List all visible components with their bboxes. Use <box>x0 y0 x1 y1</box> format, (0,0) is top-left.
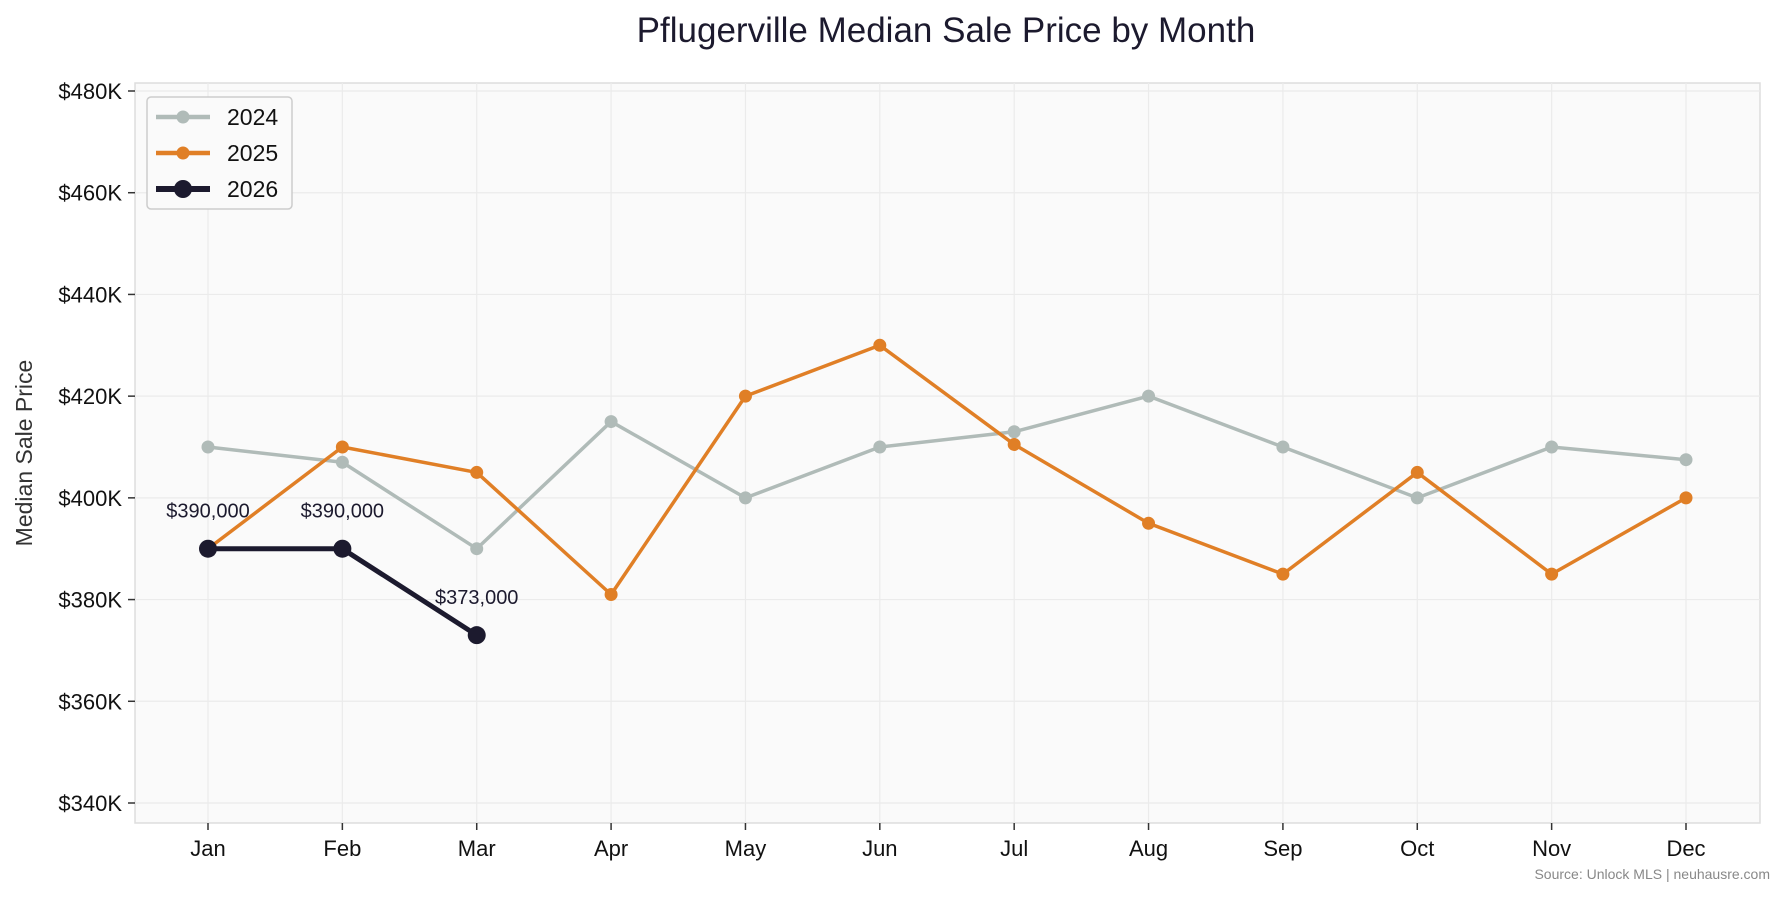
x-tick-label: Sep <box>1263 836 1302 861</box>
y-tick-label: $360K <box>58 689 122 714</box>
x-tick-label: Mar <box>458 836 496 861</box>
data-point-2025 <box>1679 491 1693 505</box>
legend-marker-2025 <box>176 146 190 160</box>
data-point-2025 <box>1410 465 1424 479</box>
chart-title: Pflugerville Median Sale Price by Month <box>637 11 1256 50</box>
data-point-2024 <box>873 440 887 454</box>
data-point-2025 <box>738 389 752 403</box>
series-line-2025 <box>206 343 1687 597</box>
y-tick-label: $480K <box>58 79 122 104</box>
series-group <box>199 338 1693 645</box>
y-tick-label: $420K <box>58 384 122 409</box>
data-point-2026 <box>333 539 352 558</box>
y-axis-label: Median Sale Price <box>11 360 37 547</box>
data-point-2024 <box>1679 453 1693 467</box>
data-point-2024 <box>604 415 618 429</box>
data-point-2026 <box>467 626 486 645</box>
x-tick-label: Nov <box>1532 836 1571 861</box>
legend-label-2024: 2024 <box>227 104 278 130</box>
x-tick-label: Dec <box>1666 836 1705 861</box>
y-tick-label: $460K <box>58 181 122 206</box>
data-label: $390,000 <box>301 501 384 523</box>
source-note: Source: Unlock MLS | neuhausre.com <box>1534 866 1770 882</box>
x-tick-label: Aug <box>1129 836 1168 861</box>
y-tick-label: $440K <box>58 282 122 307</box>
series-2025 <box>201 338 1693 601</box>
data-point-2025 <box>335 440 349 454</box>
y-tick-label: $380K <box>58 588 122 613</box>
data-point-2025 <box>604 587 618 601</box>
data-point-2024 <box>201 440 215 454</box>
annotations: $390,000 $390,000 $373,000 <box>166 501 518 609</box>
data-point-2024 <box>1007 425 1021 439</box>
data-point-2025 <box>1142 516 1156 530</box>
data-point-2024 <box>1410 491 1424 505</box>
x-tick-label: Feb <box>323 836 361 861</box>
series-2026 <box>199 539 486 645</box>
data-point-2026 <box>199 539 217 558</box>
data-point-2024 <box>1142 389 1156 403</box>
data-point-2024 <box>738 491 752 505</box>
data-point-2025 <box>1007 437 1021 451</box>
data-point-2024 <box>470 542 484 556</box>
legend: 2024 2025 2026 <box>146 96 293 210</box>
x-tick-label: May <box>725 836 767 861</box>
legend-marker-2026 <box>174 180 192 198</box>
x-tick-label: Apr <box>594 836 628 861</box>
plot-area <box>134 82 1761 824</box>
y-tick-label: $400K <box>58 486 122 511</box>
x-tick-label: Jan <box>190 836 225 861</box>
data-point-2025 <box>1276 567 1290 581</box>
x-tick-label: Jul <box>1000 836 1028 861</box>
y-axis: $340K $360K $380K $400K $420K $440K $460K $480K <box>58 79 135 816</box>
data-point-2025 <box>873 338 887 352</box>
data-point-2025 <box>1545 567 1559 581</box>
x-tick-label: Jun <box>862 836 897 861</box>
data-label: $373,000 <box>435 587 518 609</box>
data-point-2024 <box>1545 440 1559 454</box>
data-point-2024 <box>335 455 349 469</box>
y-tick-label: $340K <box>58 791 122 816</box>
data-label: $390,000 <box>166 501 249 523</box>
legend-label-2026: 2026 <box>227 176 278 202</box>
data-point-2025 <box>470 465 484 479</box>
legend-marker-2024 <box>176 110 190 124</box>
legend-label-2025: 2025 <box>227 140 278 166</box>
x-axis: Jan Feb Mar Apr May Jun Jul Aug Sep Oct Nov Dec <box>190 823 1706 861</box>
data-point-2024 <box>1276 440 1290 454</box>
x-tick-label: Oct <box>1400 836 1434 861</box>
